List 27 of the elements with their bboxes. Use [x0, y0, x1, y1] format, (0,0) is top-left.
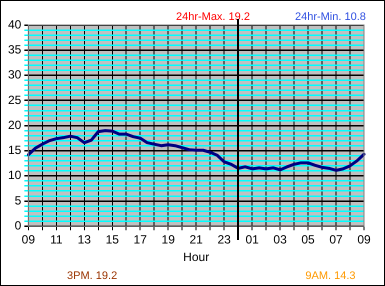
x-tick-label: 13 — [78, 232, 92, 247]
y-tick-label: 30 — [8, 68, 22, 82]
y-tick-label: 15 — [8, 143, 22, 158]
x-tick-label: 19 — [162, 232, 176, 247]
x-tick-label: 15 — [106, 232, 120, 247]
y-tick-label: 5 — [14, 193, 22, 208]
y-tick-label: 20 — [8, 118, 22, 132]
text: 24hr-Min. 10.8 — [294, 11, 366, 24]
y-tick-label: 25 — [8, 92, 22, 107]
x-tick-label: 09 — [357, 232, 371, 247]
y-tick-label: 40 — [8, 17, 22, 32]
x-tick-label: 07 — [329, 232, 344, 247]
x-axis-title: Hour — [183, 250, 210, 264]
y-tick-label: 0 — [14, 218, 22, 233]
text: 24hr-Max. 19.2 — [176, 11, 250, 24]
y-tick-label: 35 — [8, 42, 22, 56]
x-tick-label: 03 — [273, 232, 288, 247]
y-tick-label: 10 — [8, 168, 22, 182]
x-tick-label: 23 — [217, 232, 232, 247]
text: 9AM. 14.3 — [305, 270, 356, 282]
x-tick-label: 09 — [22, 232, 36, 247]
x-tick-label: 01 — [245, 232, 260, 247]
text: 3PM. 19.2 — [67, 270, 118, 282]
x-tick-label: 21 — [189, 232, 204, 247]
x-tick-label: 05 — [301, 232, 316, 247]
x-tick-label: 11 — [50, 232, 63, 247]
x-tick-label: 17 — [134, 232, 148, 247]
